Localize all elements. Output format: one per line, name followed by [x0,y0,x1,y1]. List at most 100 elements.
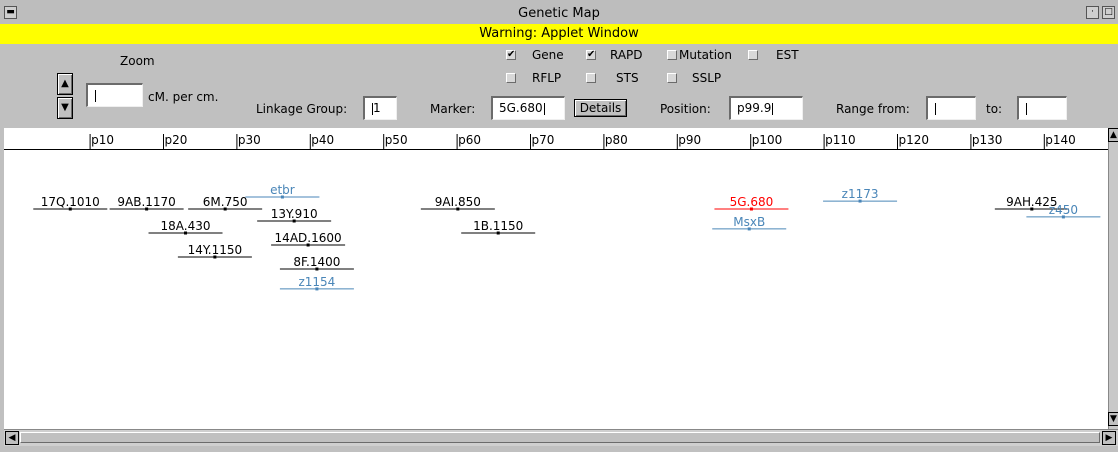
axis-tick-label: p110 [825,133,856,147]
map-marker[interactable]: MsxB [712,215,787,231]
marker-label: 18A.430 [161,219,211,233]
zoom-spinner[interactable]: ▲ ▼ [57,73,73,119]
mutation-checkbox[interactable] [667,50,677,60]
axis-tick-label: p130 [972,133,1003,147]
zoom-unit-label: cM. per cm. [148,90,219,104]
marker-position-dot [184,231,188,235]
range-to-label: to: [986,102,1003,116]
marker-position-dot [456,207,460,211]
est-checkbox[interactable] [748,50,758,60]
maximize-icon[interactable]: □ [1102,6,1115,19]
scroll-up-icon[interactable]: ▲ [1108,128,1118,142]
map-marker[interactable]: 6M.750 [188,195,263,211]
marker-label: MsxB [733,215,765,229]
map-marker[interactable]: 13Y.910 [257,207,332,223]
scroll-left-icon[interactable]: ◀ [5,431,19,445]
axis-tick-label: p140 [1045,133,1076,147]
axis-tick-label: p80 [605,133,628,147]
sslp-label: SSLP [692,71,722,85]
marker-label: 6M.750 [203,195,248,209]
zoom-up-icon[interactable]: ▲ [57,73,73,95]
position-input[interactable]: p99.9 [729,96,803,120]
text-cursor-icon [95,89,96,102]
map-marker[interactable]: etbr [245,183,320,199]
marker-position-dot [292,219,296,223]
zoom-input[interactable] [86,83,143,107]
map-marker[interactable]: 1B.1150 [461,219,536,235]
marker-position-dot [1030,207,1034,211]
marker-input[interactable]: 5G.680 [491,96,565,120]
horizontal-scrollbar[interactable]: ◀ ▶ [4,429,1118,446]
map-marker[interactable]: 14Y.1150 [177,243,252,259]
rflp-label: RFLP [532,71,562,85]
range-to-input[interactable] [1017,96,1067,120]
map-marker[interactable]: 18A.430 [148,219,223,235]
minimize-icon[interactable]: · [1086,6,1099,19]
marker-position-dot [315,287,319,291]
sts-checkbox[interactable] [586,73,596,83]
scroll-down-icon[interactable]: ▼ [1108,412,1118,426]
zoom-down-icon[interactable]: ▼ [57,97,73,119]
linkage-group-value: 1 [373,101,381,115]
map-marker[interactable]: 9AI.850 [420,195,495,211]
marker-label: z450 [1049,203,1078,217]
marker-position-dot [858,199,862,203]
marker-label: Marker: [430,102,476,116]
text-cursor-icon [372,102,373,115]
map-marker[interactable]: 5G.680 [714,195,789,211]
marker-position-dot [315,267,319,271]
vertical-scrollbar[interactable]: ▲ ▼ [1108,128,1118,429]
rapd-checkbox[interactable]: ✔ [586,50,596,60]
rflp-checkbox[interactable] [506,73,516,83]
window-title: Genetic Map [518,6,600,21]
linkage-group-input[interactable]: 1 [363,96,397,120]
marker-position-dot [68,207,72,211]
axis-tick-label: p50 [385,133,408,147]
window-menu-icon[interactable]: ▬ [4,6,17,19]
gene-checkbox[interactable]: ✔ [506,50,516,60]
marker-label: 13Y.910 [271,207,318,221]
map-marker[interactable]: z450 [1026,203,1101,219]
text-cursor-icon [935,102,936,115]
genetic-map-svg: p10 p20 p30 p40 p50 p60 p70 p80 p90 p100 p110 p120 p… [4,133,1108,291]
scroll-right-icon[interactable]: ▶ [1102,431,1116,445]
marker-label: 8F.1400 [293,255,340,269]
map-marker[interactable]: 17Q.1010 [33,195,108,211]
map-marker[interactable]: z1154 [279,275,354,291]
axis-tick-label: p30 [238,133,261,147]
map-marker[interactable]: 8F.1400 [279,255,354,271]
marker-position-dot [747,227,751,231]
applet-warning-banner: Warning: Applet Window [0,24,1118,44]
map-marker[interactable]: 9AH.425 [994,195,1069,211]
map-marker[interactable]: 9AB.1170 [109,195,184,211]
marker-position-dot [749,207,753,211]
horizontal-scroll-thumb[interactable] [20,432,1100,443]
axis-tick-label: p20 [165,133,188,147]
text-cursor-icon [543,102,545,115]
map-marker[interactable]: 14AD.1600 [271,231,346,247]
genetic-map-canvas[interactable]: p10 p20 p30 p40 p50 p60 p70 p80 p90 p100 p110 p120 p… [4,128,1108,429]
marker-position-dot [306,243,310,247]
marker-label: 9AI.850 [435,195,481,209]
axis-tick-label: p60 [458,133,481,147]
marker-position-dot [496,231,500,235]
rapd-label: RAPD [610,48,643,62]
text-cursor-icon [1026,102,1027,115]
text-cursor-icon [772,102,774,115]
marker-label: 14AD.1600 [275,231,342,245]
range-from-label: Range from: [836,102,910,116]
range-from-input[interactable] [926,96,976,120]
axis-tick-label: p120 [899,133,930,147]
marker-label: 1B.1150 [473,219,523,233]
position-value: p99.9 [737,101,772,115]
marker-position-dot [213,255,217,259]
marker-label: etbr [270,183,295,197]
axis-tick-label: p100 [752,133,783,147]
marker-label: 9AH.425 [1006,195,1057,209]
marker-position-dot [145,207,149,211]
details-button[interactable]: Details [574,99,627,117]
sslp-checkbox[interactable] [667,73,677,83]
gene-label: Gene [532,48,564,62]
map-marker[interactable]: z1173 [823,187,898,203]
marker-label: 9AB.1170 [117,195,175,209]
